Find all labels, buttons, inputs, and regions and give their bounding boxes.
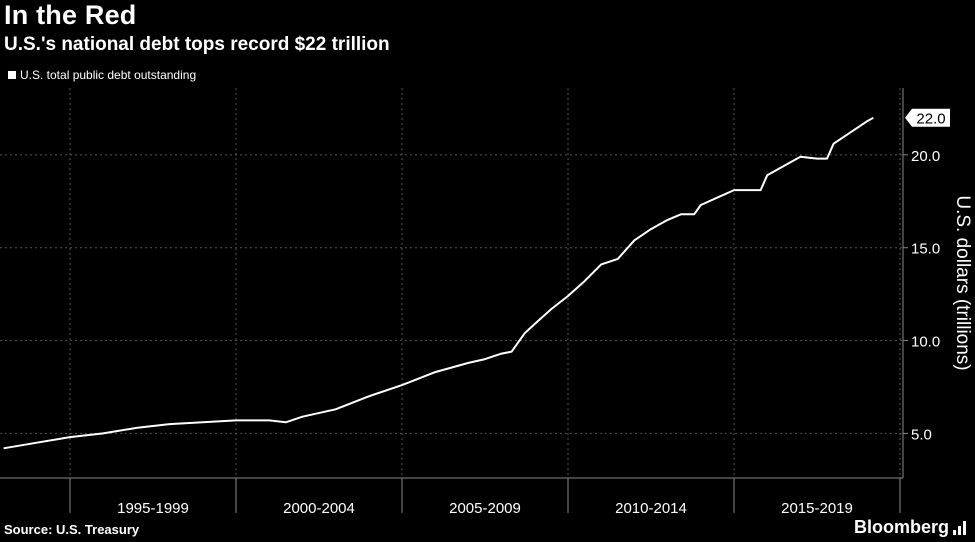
- source-note: Source: U.S. Treasury: [4, 522, 140, 537]
- grid-lines: [0, 88, 903, 513]
- chart-title: In the Red: [4, 0, 137, 30]
- x-period-label: 2015-2019: [781, 500, 853, 517]
- x-period-label: 2000-2004: [283, 500, 355, 517]
- x-period-label: 1995-1999: [117, 500, 189, 517]
- legend-label: U.S. total public debt outstanding: [20, 68, 197, 82]
- x-period-label: 2010-2014: [615, 500, 687, 517]
- y-tick-labels: 5.0 10.0 15.0 20.0: [903, 148, 940, 443]
- y-tick-label: 20.0: [911, 148, 940, 165]
- last-value-label: 22.0: [916, 111, 945, 128]
- bar-chart-icon: [953, 520, 967, 535]
- y-tick-label: 10.0: [911, 334, 940, 351]
- axes: [0, 88, 904, 479]
- y-tick-label: 15.0: [911, 241, 940, 258]
- y-tick-label: 5.0: [911, 426, 932, 443]
- chart-subtitle: U.S.'s national debt tops record $22 tri…: [4, 34, 390, 55]
- x-period-labels: 1995-1999 2000-2004 2005-2009 2010-2014 2015…: [117, 500, 853, 517]
- last-value-callout: 22.0: [905, 108, 950, 128]
- x-period-label: 2005-2009: [449, 500, 521, 517]
- series-line-total-public-debt: [3, 116, 874, 450]
- brand-logo: Bloomberg: [854, 517, 967, 538]
- legend: U.S. total public debt outstanding: [8, 68, 196, 82]
- last-value-box: [905, 108, 950, 127]
- y-axis-label: U.S. dollars (trillions): [952, 195, 973, 370]
- legend-swatch: [8, 71, 16, 79]
- brand-name: Bloomberg: [853, 517, 949, 537]
